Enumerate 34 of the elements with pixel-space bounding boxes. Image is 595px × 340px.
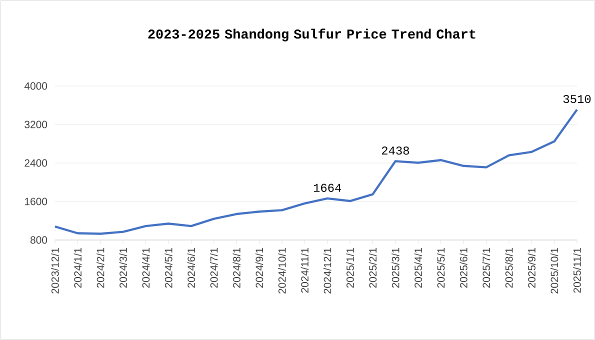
data-label: 1664 xyxy=(314,184,342,192)
x-tick-label: 2025/7/1 xyxy=(482,248,490,288)
y-tick-label: 3200 xyxy=(24,120,48,128)
y-tick-label: 4000 xyxy=(24,82,48,90)
x-tick-label: 2024/11/1 xyxy=(300,248,309,293)
data-label: 3510 xyxy=(563,94,591,104)
x-tick-label: 2025/10/1 xyxy=(550,248,558,294)
x-tick-label: 2024/4/1 xyxy=(142,248,150,288)
x-tick-label: 2024/5/1 xyxy=(164,248,172,288)
y-tick-label: 2400 xyxy=(24,159,48,167)
x-tick-label: 2025/4/1 xyxy=(414,248,422,288)
x-tick-label: 2025/6/1 xyxy=(460,248,468,288)
x-tick-label: 2024/3/1 xyxy=(119,248,127,288)
x-tick-label: 2025/5/1 xyxy=(437,248,445,288)
x-tick-label: 2024/2/1 xyxy=(96,248,104,288)
x-tick-label: 2025/3/1 xyxy=(392,248,400,288)
x-tick-label: 2025/8/1 xyxy=(505,248,513,288)
x-tick-label: 2025/1/1 xyxy=(346,248,354,288)
y-tick-label: 800 xyxy=(30,236,48,244)
y-tick-label: 1600 xyxy=(25,198,48,206)
chart-title: 2023-2025 Shandong Sulfur Price Trend Chart xyxy=(148,28,476,42)
data-label: 2438 xyxy=(382,146,410,155)
x-tick-label: 2025/9/1 xyxy=(528,248,536,288)
x-tick-label: 2023/12/1 xyxy=(51,248,59,294)
x-tick-label: 2025/11/1 xyxy=(573,248,581,293)
x-tick-label: 2024/8/1 xyxy=(232,248,240,288)
x-tick-label: 2025/2/1 xyxy=(368,248,377,288)
line-series xyxy=(54,108,578,235)
x-tick-label: 2024/1/1 xyxy=(74,248,82,288)
x-tick-label: 2024/6/1 xyxy=(187,248,196,288)
x-tick-label: 2024/9/1 xyxy=(255,248,264,288)
x-tick-label: 2024/10/1 xyxy=(278,248,286,294)
x-tick-label: 2024/12/1 xyxy=(324,248,332,294)
x-tick-label: 2024/7/1 xyxy=(210,248,218,288)
